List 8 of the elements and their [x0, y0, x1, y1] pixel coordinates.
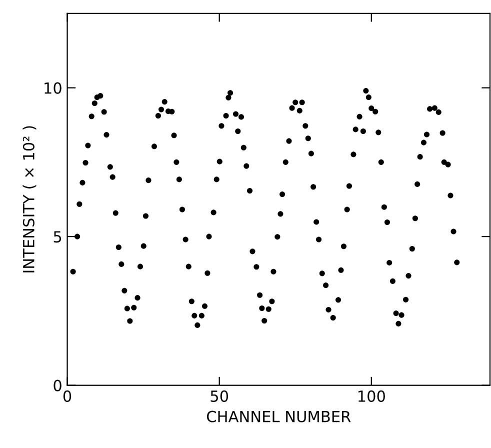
x-tick-label: 0: [63, 390, 72, 402]
y-tick-label: 0: [54, 380, 62, 392]
x-tick-label: 50: [210, 390, 228, 402]
x-tick-label: 100: [358, 390, 385, 402]
y-tick-label: 10: [44, 82, 62, 94]
x-axis-title: CHANNEL NUMBER: [206, 410, 351, 422]
y-axis-title: INTENSITY ( × 10² ): [22, 126, 36, 272]
y-tick-label: 5: [54, 231, 62, 243]
